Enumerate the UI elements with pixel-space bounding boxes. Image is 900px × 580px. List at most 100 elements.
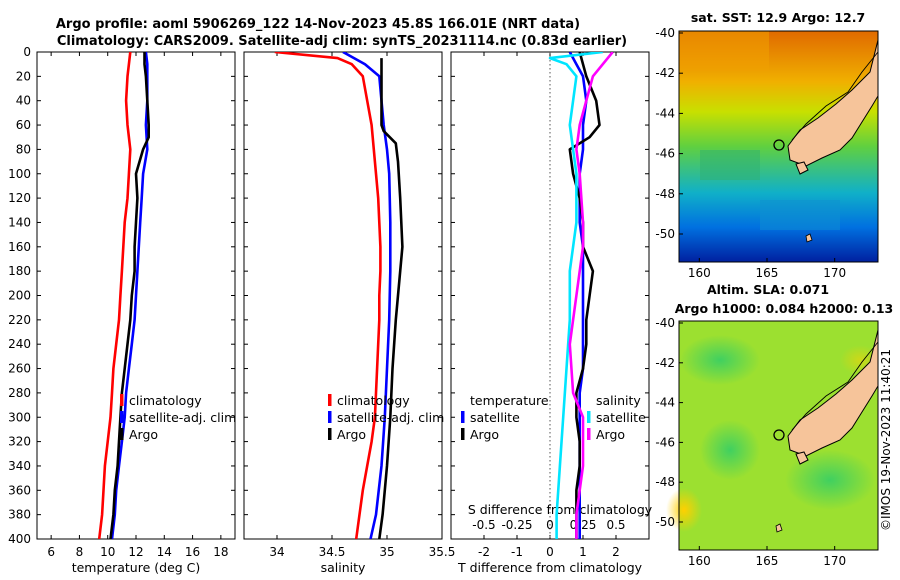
t-xtick-label: 10 bbox=[100, 545, 115, 559]
s-xlabel: salinity bbox=[321, 560, 366, 575]
s-legend-swatch bbox=[328, 394, 332, 406]
s-legend-item: Argo bbox=[337, 427, 366, 442]
title-line1: Argo profile: aoml 5906269_122 14-Nov-20… bbox=[56, 17, 580, 32]
salinity-diff-tick-label: 0.25 bbox=[570, 518, 597, 532]
depth-tick-label: 40 bbox=[16, 94, 31, 108]
d-legend-swatch bbox=[587, 428, 591, 440]
t-legend-swatch bbox=[120, 428, 124, 440]
sla-lon-tick-label: 165 bbox=[756, 554, 779, 568]
d-series-s-satellite bbox=[548, 52, 603, 539]
s-xtick-label: 35 bbox=[379, 545, 394, 559]
sla-lat-tick-label: -40 bbox=[655, 316, 675, 330]
sst-lat-tick-label: -42 bbox=[655, 66, 675, 80]
d-legend-header: salinity bbox=[596, 393, 641, 408]
t-xtick-label: 8 bbox=[76, 545, 84, 559]
sla-lon-tick-label: 160 bbox=[688, 554, 711, 568]
sst-land-stewart-island bbox=[795, 161, 809, 175]
sst-lat-tick-label: -46 bbox=[655, 147, 675, 161]
depth-tick-label: 220 bbox=[8, 313, 31, 327]
s-series-climatology bbox=[274, 52, 382, 539]
d-legend-item: satellite bbox=[596, 410, 646, 425]
t-series-group bbox=[97, 52, 150, 539]
depth-tick-label: 180 bbox=[8, 264, 31, 278]
d-xtick-label: -2 bbox=[478, 545, 490, 559]
t-series-argo bbox=[109, 52, 150, 539]
sla-lat-tick-label: -42 bbox=[655, 356, 675, 370]
t-legend-item: Argo bbox=[129, 427, 158, 442]
depth-tick-label: 240 bbox=[8, 337, 31, 351]
sst-argo-marker bbox=[773, 139, 785, 151]
sst-lat-tick-label: -50 bbox=[655, 227, 675, 241]
temperature-panel: 0 20 40 60 80 100 120 140 160 180 200 220 240 260 280 3… bbox=[8, 45, 236, 575]
sla-shelf-contour bbox=[791, 341, 879, 431]
s-xtick-label: 35.5 bbox=[429, 545, 456, 559]
depth-tick-label: 280 bbox=[8, 386, 31, 400]
s-xtick-label: 34 bbox=[269, 545, 284, 559]
d-xtick-label: 2 bbox=[612, 545, 620, 559]
depth-tick-label: 120 bbox=[8, 191, 31, 205]
t-xtick-label: 18 bbox=[213, 545, 228, 559]
d-series-group bbox=[548, 52, 614, 539]
sla-lon-tick-label: 170 bbox=[823, 554, 846, 568]
credit: ©IMOS 19-Nov-2023 11:40:21 bbox=[879, 349, 893, 531]
d-series-t-argo bbox=[568, 52, 601, 539]
d-legend-header: temperature bbox=[470, 393, 549, 408]
depth-tick-label: 100 bbox=[8, 167, 31, 181]
salinity-diff-tick-label: 0.5 bbox=[606, 518, 625, 532]
sst-map bbox=[678, 30, 879, 263]
sla-map-title-2: Argo h1000: 0.084 h2000: 0.13 bbox=[675, 301, 894, 316]
s-xtick-label: 34.5 bbox=[319, 545, 346, 559]
t-xlabel: temperature (deg C) bbox=[72, 560, 201, 575]
d-legend-item: satellite bbox=[470, 410, 520, 425]
t-xtick-label: 6 bbox=[47, 545, 55, 559]
s-series-satellite-adj-clim bbox=[342, 52, 392, 539]
s-legend-swatch bbox=[328, 411, 332, 423]
d-xlabel: T difference from climatology bbox=[457, 560, 643, 575]
sla-argo-marker bbox=[773, 429, 785, 441]
s-series-argo bbox=[378, 58, 404, 539]
d-legend-swatch bbox=[587, 411, 591, 423]
sla-lat-tick-label: -48 bbox=[655, 475, 675, 489]
depth-tick-label: 200 bbox=[8, 289, 31, 303]
sst-lat-tick-label: -48 bbox=[655, 187, 675, 201]
t-xtick-label: 14 bbox=[157, 545, 172, 559]
depth-tick-label: 60 bbox=[16, 118, 31, 132]
depth-tick-label: 360 bbox=[8, 483, 31, 497]
depth-tick-label: 300 bbox=[8, 410, 31, 424]
sst-shelf-contour bbox=[791, 51, 879, 141]
depth-tick-label: 400 bbox=[8, 532, 31, 546]
t-legend-item: satellite-adj. clim bbox=[129, 410, 236, 425]
s-series-group bbox=[274, 52, 404, 539]
sst-lat-tick-label: -40 bbox=[655, 26, 675, 40]
map-ticks: 160 165 170 -40 -42 -44 -46 -48 -50 160 165 170 -40 -… bbox=[655, 26, 846, 568]
d-xtick-label: -1 bbox=[511, 545, 523, 559]
sla-map-title-1: Altim. SLA: 0.071 bbox=[707, 282, 829, 297]
d-legend-swatch bbox=[461, 428, 465, 440]
s-axes-frame bbox=[243, 51, 443, 540]
t-legend-swatch bbox=[120, 394, 124, 406]
salinity-diff-tick-label: -0.5 bbox=[472, 518, 495, 532]
sst-lon-tick-label: 160 bbox=[688, 266, 711, 280]
d-legend-item: Argo bbox=[596, 427, 625, 442]
sla-map bbox=[666, 320, 880, 551]
sla-land-stewart-island bbox=[795, 451, 809, 465]
s-legend-item: climatology bbox=[337, 393, 410, 408]
depth-tick-label: 320 bbox=[8, 435, 31, 449]
d-legend-item: Argo bbox=[470, 427, 499, 442]
salinity-diff-axis-label: S difference from climatology bbox=[468, 502, 653, 517]
t-series-satellite-adj-clim bbox=[110, 52, 149, 539]
t-series-climatology bbox=[97, 52, 132, 539]
d-series-s-argo bbox=[568, 52, 614, 539]
depth-tick-label: 260 bbox=[8, 362, 31, 376]
depth-tick-label: 20 bbox=[16, 69, 31, 83]
t-xtick-label: 12 bbox=[128, 545, 143, 559]
salinity-panel: 34 34.5 35 35.5 salinity climatology satellite… bbox=[243, 51, 456, 575]
d-legend-swatch bbox=[461, 411, 465, 423]
s-legend-swatch bbox=[328, 428, 332, 440]
t-legend-swatch bbox=[120, 411, 124, 423]
t-legend-item: climatology bbox=[129, 393, 202, 408]
sst-lon-tick-label: 165 bbox=[756, 266, 779, 280]
depth-tick-label: 0 bbox=[23, 45, 31, 59]
sla-lat-tick-label: -50 bbox=[655, 515, 675, 529]
